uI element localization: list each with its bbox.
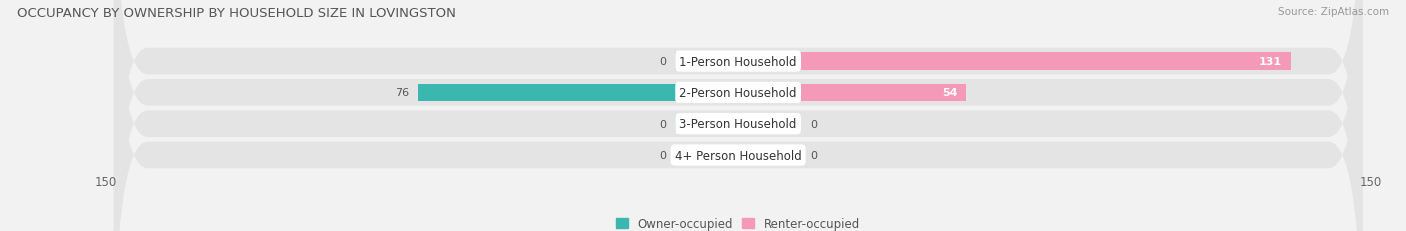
Bar [675, 147, 738, 164]
FancyBboxPatch shape [114, 0, 1362, 231]
Text: 2-Person Household: 2-Person Household [679, 86, 797, 100]
FancyBboxPatch shape [114, 0, 1362, 231]
Text: 54: 54 [942, 88, 957, 98]
FancyBboxPatch shape [114, 0, 1362, 231]
Bar [675, 116, 738, 133]
Bar [675, 53, 738, 70]
Text: 0: 0 [659, 57, 666, 67]
Bar [738, 116, 801, 133]
Text: 0: 0 [659, 150, 666, 160]
Bar [738, 53, 1291, 70]
FancyBboxPatch shape [114, 0, 1362, 231]
Bar [738, 84, 966, 102]
Text: 0: 0 [810, 119, 817, 129]
Text: 3-Person Household: 3-Person Household [679, 118, 797, 131]
Text: 1-Person Household: 1-Person Household [679, 55, 797, 68]
Text: OCCUPANCY BY OWNERSHIP BY HOUSEHOLD SIZE IN LOVINGSTON: OCCUPANCY BY OWNERSHIP BY HOUSEHOLD SIZE… [17, 7, 456, 20]
Text: 0: 0 [810, 150, 817, 160]
Text: Source: ZipAtlas.com: Source: ZipAtlas.com [1278, 7, 1389, 17]
Bar [738, 147, 801, 164]
Text: 131: 131 [1260, 57, 1282, 67]
Text: 0: 0 [659, 119, 666, 129]
Text: 76: 76 [395, 88, 409, 98]
Text: 4+ Person Household: 4+ Person Household [675, 149, 801, 162]
Bar [418, 84, 738, 102]
Legend: Owner-occupied, Renter-occupied: Owner-occupied, Renter-occupied [616, 217, 860, 230]
